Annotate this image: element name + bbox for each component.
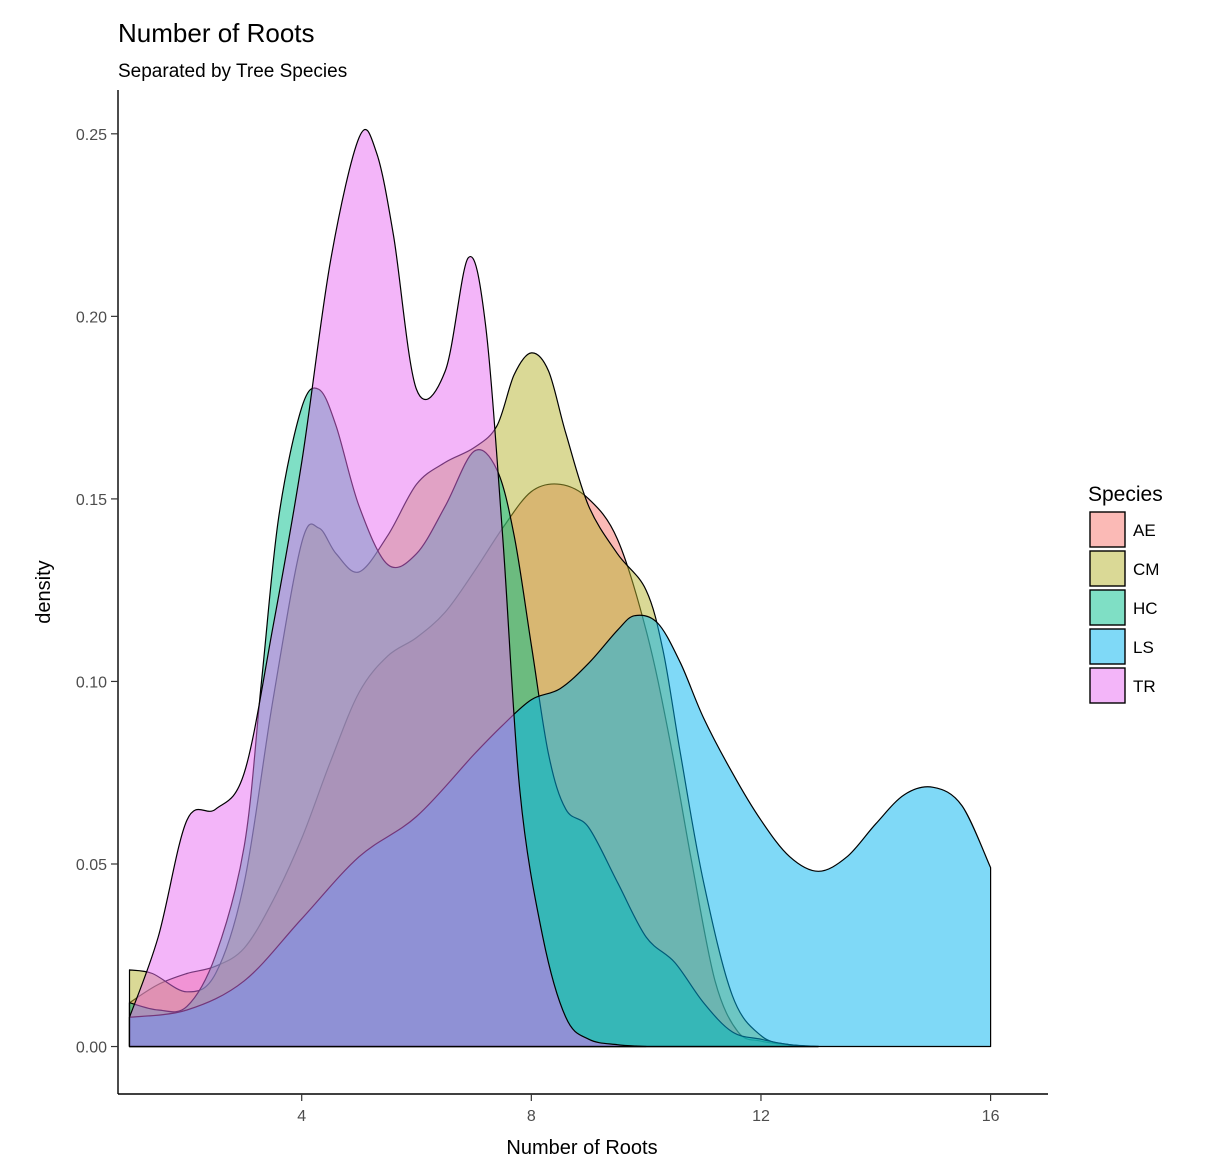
legend-title: Species xyxy=(1088,483,1163,506)
legend: Species AE CM HC LS TR xyxy=(1088,483,1163,704)
legend-label-ae: AE xyxy=(1133,521,1156,540)
chart-title: Number of Roots xyxy=(118,18,315,48)
y-tick-label: 0.05 xyxy=(76,857,107,874)
legend-key-tr xyxy=(1089,667,1126,704)
x-axis-ticks: 4 8 12 16 xyxy=(297,1094,1000,1125)
legend-key-cm xyxy=(1089,550,1126,587)
density-areas xyxy=(128,129,992,1048)
legend-label-cm: CM xyxy=(1133,560,1159,579)
y-tick-label: 0.00 xyxy=(76,1040,107,1057)
y-tick-label: 0.15 xyxy=(76,492,107,509)
y-axis-title: density xyxy=(33,560,55,623)
legend-label-tr: TR xyxy=(1133,677,1156,696)
x-tick-label: 4 xyxy=(297,1108,306,1125)
legend-key-ae xyxy=(1089,511,1126,548)
x-tick-label: 12 xyxy=(752,1108,770,1125)
legend-label-ls: LS xyxy=(1133,638,1154,657)
y-tick-label: 0.25 xyxy=(76,127,107,144)
legend-key-hc xyxy=(1089,589,1126,626)
y-axis-ticks: 0.00 0.05 0.10 0.15 0.20 0.25 xyxy=(76,127,118,1057)
y-tick-label: 0.10 xyxy=(76,674,107,691)
chart-subtitle: Separated by Tree Species xyxy=(118,61,347,82)
legend-label-hc: HC xyxy=(1133,599,1158,618)
x-tick-label: 8 xyxy=(527,1108,536,1125)
legend-key-ls xyxy=(1089,628,1126,665)
x-axis-title: Number of Roots xyxy=(506,1137,657,1158)
density-area-tr xyxy=(128,129,647,1048)
x-tick-label: 16 xyxy=(982,1108,1000,1125)
y-tick-label: 0.20 xyxy=(76,309,107,326)
